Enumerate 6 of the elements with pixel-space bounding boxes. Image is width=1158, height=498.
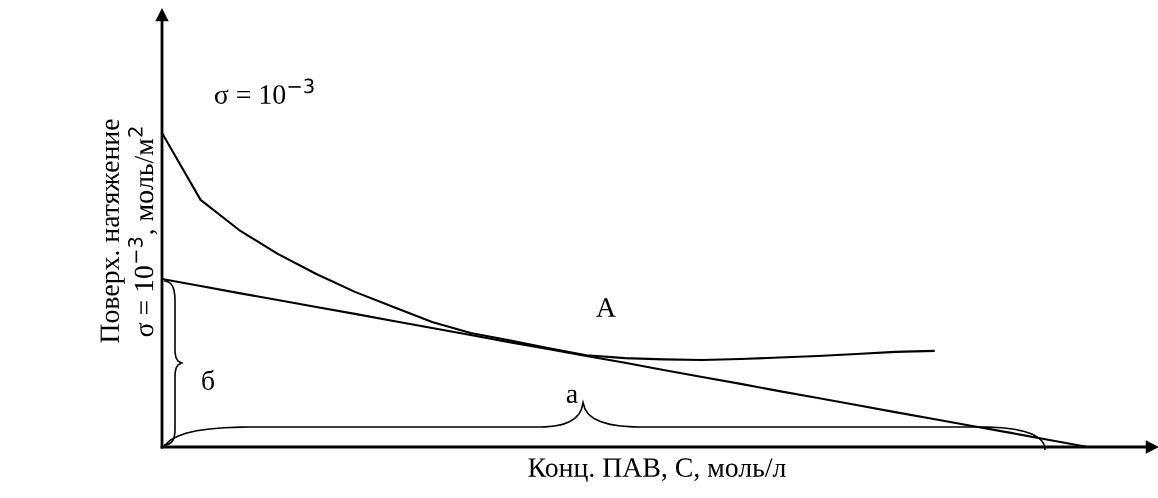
text: σ = 10$^{−3}$ (214, 78, 314, 104)
annotation: A (596, 298, 616, 317)
annotation: б (202, 369, 215, 390)
annotation: а (566, 389, 578, 403)
y-axis-title: Поверх. натяжение σ = 10$^{−3}$, моль/м$^{2}$ (100, 119, 158, 343)
x-axis-title: Конц. ПАВ, С, моль/л (528, 458, 786, 483)
